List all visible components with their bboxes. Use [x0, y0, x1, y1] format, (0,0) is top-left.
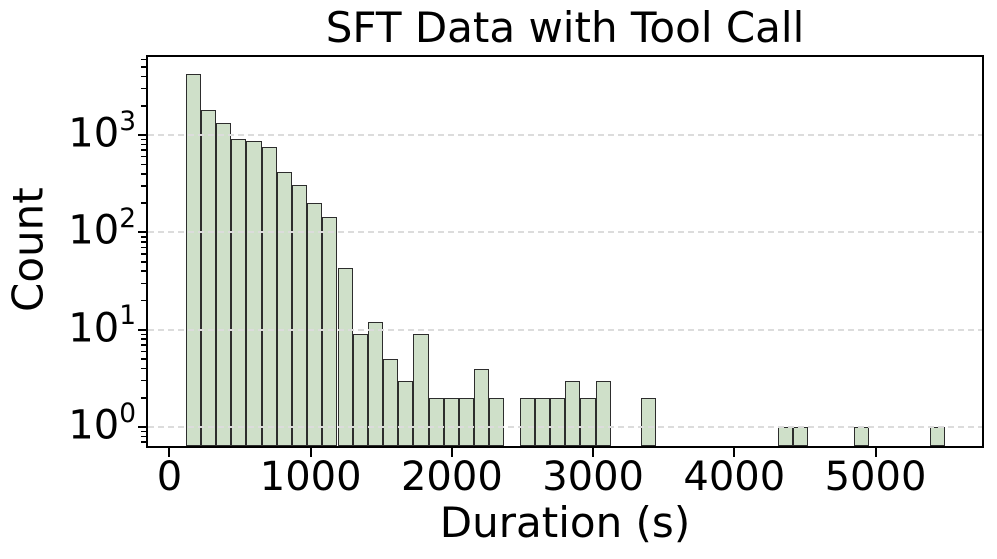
histogram-bar — [216, 123, 232, 446]
y-minor-tick-mark — [141, 149, 146, 151]
y-minor-tick-mark — [141, 202, 146, 204]
chart-title: SFT Data with Tool Call — [325, 3, 805, 52]
y-minor-tick-mark — [141, 253, 146, 255]
y-tick-label: 102 — [68, 202, 136, 254]
gridline — [148, 231, 982, 234]
x-tick-label: 2000 — [400, 454, 503, 500]
y-minor-tick-mark — [141, 105, 146, 107]
histogram-bar — [641, 397, 657, 446]
histogram-bar — [200, 109, 217, 446]
y-tick-mark — [138, 231, 146, 234]
x-tick-label: 4000 — [683, 454, 786, 500]
y-minor-tick-mark — [141, 261, 146, 263]
y-minor-tick-mark — [141, 282, 146, 285]
histogram-bar — [352, 334, 368, 446]
histogram-bar — [550, 397, 566, 446]
y-minor-tick-mark — [141, 173, 146, 175]
x-tick-label: 1000 — [259, 454, 362, 500]
y-minor-tick-mark — [141, 185, 146, 187]
histogram-bar — [398, 380, 414, 446]
histogram-bar — [580, 397, 596, 446]
histogram-bar — [595, 380, 611, 446]
x-tick-mark — [874, 448, 877, 457]
y-minor-tick-mark — [141, 138, 146, 141]
y-minor-tick-mark — [141, 236, 146, 238]
y-minor-tick-mark — [141, 344, 146, 346]
x-axis-label: Duration (s) — [439, 498, 691, 547]
histogram-bar — [519, 397, 535, 446]
x-tick-mark — [733, 448, 736, 457]
histogram-bar — [246, 141, 262, 446]
y-minor-tick-mark — [141, 358, 146, 360]
y-minor-tick-mark — [141, 163, 146, 166]
histogram-bar — [231, 138, 247, 446]
histogram-bar — [337, 268, 353, 446]
y-minor-tick-mark — [141, 241, 146, 243]
histogram-bar — [367, 322, 384, 446]
histogram-bar — [428, 397, 444, 446]
gridline — [148, 134, 982, 137]
histogram-bar — [322, 217, 338, 446]
x-tick-mark — [592, 448, 595, 457]
gridlines-layer — [148, 57, 982, 446]
x-tick-label: 0 — [156, 454, 183, 500]
y-minor-tick-mark — [141, 430, 146, 433]
y-minor-tick-mark — [141, 338, 146, 340]
y-minor-tick-mark — [141, 350, 146, 353]
y-minor-tick-mark — [141, 397, 146, 399]
y-minor-tick-mark — [141, 441, 146, 443]
y-minor-tick-mark — [141, 143, 146, 146]
histogram-bar — [307, 203, 323, 446]
x-tick-mark — [168, 448, 171, 457]
y-minor-tick-mark — [141, 87, 146, 90]
y-minor-tick-mark — [141, 333, 146, 335]
x-tick-mark — [450, 448, 453, 457]
y-tick-mark — [138, 426, 146, 429]
histogram-bar — [413, 334, 429, 446]
bars-layer — [148, 57, 982, 446]
y-minor-tick-mark — [141, 75, 146, 78]
y-minor-tick-mark — [141, 435, 146, 438]
y-tick-label: 103 — [68, 105, 136, 157]
gridline — [148, 426, 982, 429]
histogram-bar — [276, 171, 292, 446]
y-tick-label: 101 — [68, 300, 136, 352]
histogram-bar — [291, 184, 308, 446]
y-minor-tick-mark — [141, 58, 146, 61]
y-minor-tick-mark — [141, 299, 146, 302]
x-tick-label: 5000 — [824, 454, 927, 500]
histogram-bar — [489, 397, 505, 446]
y-minor-tick-mark — [141, 270, 146, 272]
x-tick-mark — [309, 448, 312, 457]
histogram-bar — [185, 74, 201, 446]
y-tick-mark — [138, 328, 146, 331]
y-minor-tick-mark — [141, 155, 146, 158]
y-minor-tick-mark — [141, 367, 146, 370]
histogram-bar — [534, 397, 551, 446]
histogram-bar — [383, 359, 399, 446]
histogram-bar — [443, 397, 459, 446]
x-tick-label: 3000 — [542, 454, 644, 500]
y-tick-mark — [138, 134, 146, 137]
histogram-bar — [458, 397, 475, 446]
histogram-bar — [565, 380, 581, 446]
y-minor-tick-mark — [141, 66, 146, 68]
y-tick-label: 100 — [68, 397, 136, 449]
y-minor-tick-mark — [141, 246, 146, 249]
histogram-bar — [261, 147, 277, 446]
plot-area — [146, 55, 984, 448]
gridline — [148, 328, 982, 331]
y-minor-tick-mark — [141, 379, 146, 382]
